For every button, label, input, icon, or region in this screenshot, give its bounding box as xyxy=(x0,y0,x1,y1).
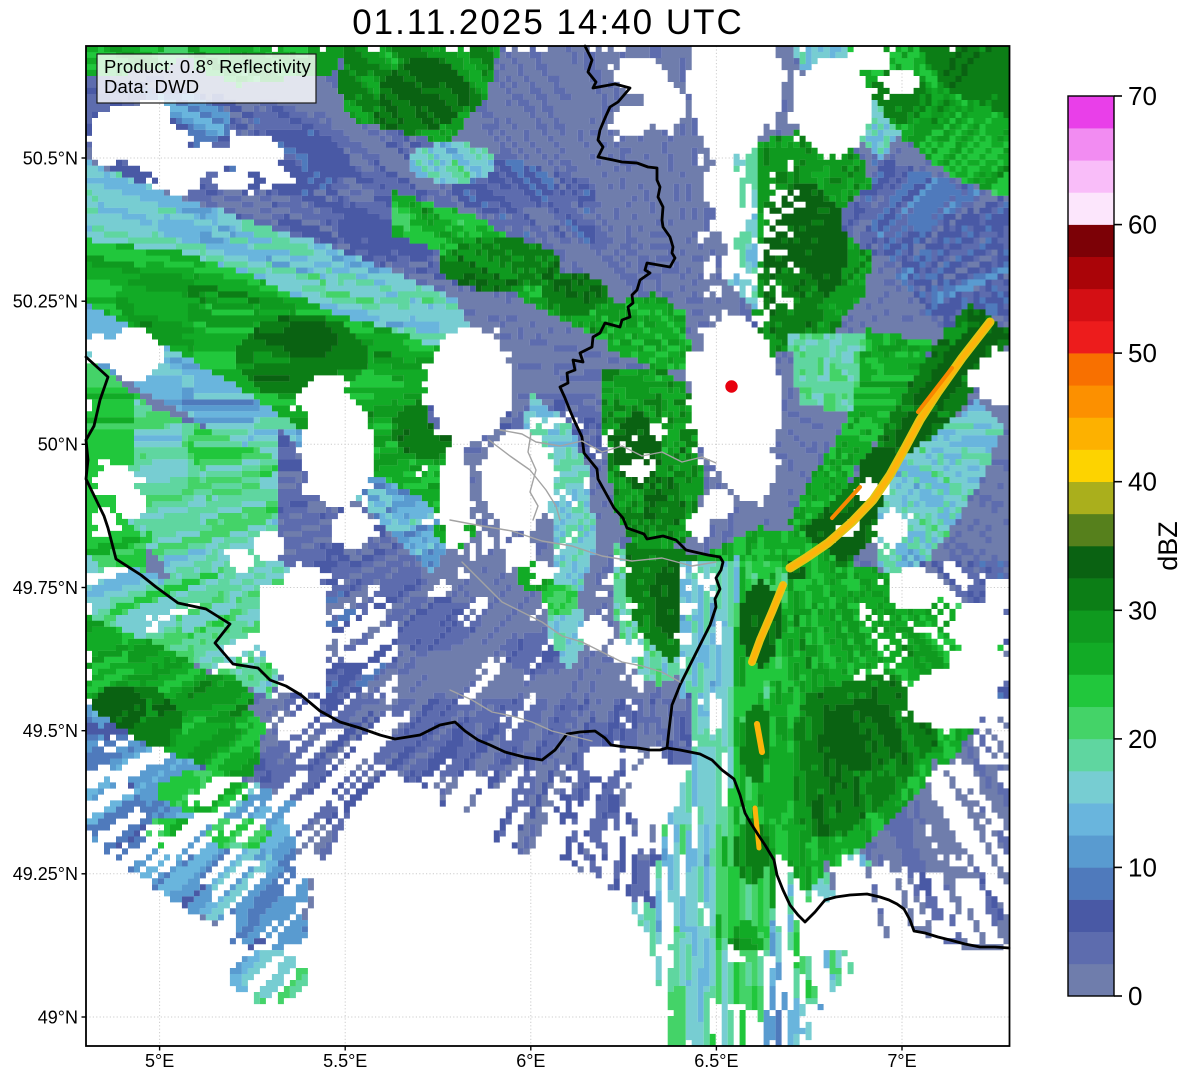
svg-text:50.25°N: 50.25°N xyxy=(13,292,78,312)
svg-text:49.25°N: 49.25°N xyxy=(13,864,78,884)
svg-text:40: 40 xyxy=(1128,467,1157,497)
svg-text:60: 60 xyxy=(1128,210,1157,240)
svg-text:Data: DWD: Data: DWD xyxy=(104,76,199,97)
svg-text:5°E: 5°E xyxy=(145,1051,174,1071)
svg-text:dBZ: dBZ xyxy=(1153,521,1183,571)
svg-text:49.5°N: 49.5°N xyxy=(23,721,78,741)
svg-text:20: 20 xyxy=(1128,724,1157,754)
svg-text:7°E: 7°E xyxy=(887,1051,916,1071)
svg-text:Product: 0.8° Reflectivity: Product: 0.8° Reflectivity xyxy=(104,56,311,77)
svg-text:6.5°E: 6.5°E xyxy=(694,1051,738,1071)
svg-text:50: 50 xyxy=(1128,338,1157,368)
svg-text:49°N: 49°N xyxy=(38,1007,78,1027)
svg-text:6°E: 6°E xyxy=(516,1051,545,1071)
svg-text:10: 10 xyxy=(1128,852,1157,882)
svg-text:5.5°E: 5.5°E xyxy=(323,1051,367,1071)
svg-text:0: 0 xyxy=(1128,981,1142,1011)
svg-text:50.5°N: 50.5°N xyxy=(23,148,78,168)
svg-text:30: 30 xyxy=(1128,595,1157,625)
svg-text:49.75°N: 49.75°N xyxy=(13,578,78,598)
svg-text:70: 70 xyxy=(1128,81,1157,111)
svg-text:01.11.2025 14:40 UTC: 01.11.2025 14:40 UTC xyxy=(352,3,744,42)
svg-text:50°N: 50°N xyxy=(38,435,78,455)
